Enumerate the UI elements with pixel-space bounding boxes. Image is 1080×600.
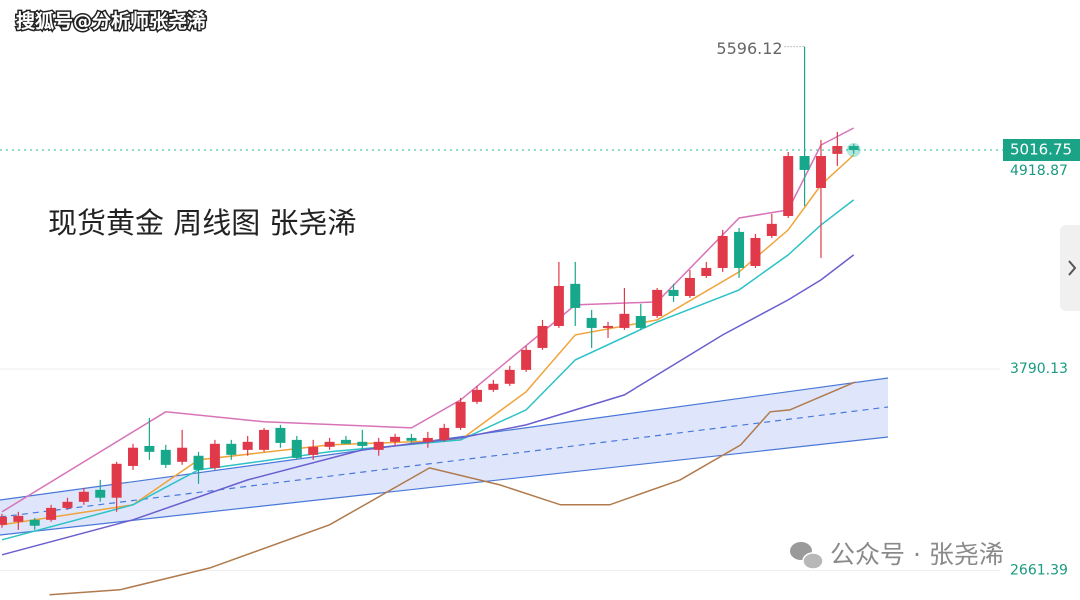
candle-body <box>128 447 139 466</box>
candle-body <box>734 231 745 268</box>
y-tick-label: 3790.13 <box>1010 361 1068 377</box>
candle-body <box>78 491 89 502</box>
candle-body <box>504 369 515 384</box>
indicator-line <box>1 199 855 541</box>
side-button[interactable] <box>1060 225 1080 311</box>
candle-body <box>815 156 826 188</box>
candle-body <box>390 436 401 442</box>
candle-body <box>619 313 630 328</box>
candle-body <box>570 283 581 308</box>
candle-body <box>95 489 106 498</box>
marks <box>0 46 1000 596</box>
channel-fill <box>0 378 888 535</box>
candle-body <box>291 439 302 458</box>
candle-body <box>275 427 286 443</box>
candle-body <box>635 315 646 328</box>
candle-body <box>537 325 548 348</box>
candle-body <box>586 317 597 328</box>
wechat-icon <box>790 542 824 570</box>
candle-body <box>160 449 171 465</box>
candle-body <box>783 156 794 217</box>
chart-label: 现货黄金 周线图 张尧浠 <box>48 206 356 240</box>
candle-body <box>357 441 368 446</box>
candle-body <box>553 285 564 326</box>
candle-body <box>422 437 433 442</box>
candle-body <box>652 289 663 316</box>
last-price-glow <box>846 143 861 157</box>
candle-body <box>308 446 319 455</box>
watermark: 搜狐号@分析师张尧浠 <box>16 10 206 33</box>
candle-body <box>193 455 204 470</box>
candle-body <box>848 146 859 150</box>
candle-body <box>488 383 499 390</box>
candle-body <box>0 516 7 525</box>
indicator-line <box>49 381 856 596</box>
candle-body <box>799 156 810 170</box>
candle-body <box>62 501 73 508</box>
candle-body <box>750 237 761 266</box>
indicator-line <box>1 154 855 526</box>
candle-body <box>226 443 237 455</box>
candle-body <box>340 439 351 444</box>
candle-body <box>684 277 695 296</box>
candle-body <box>603 325 614 328</box>
candle-body <box>209 443 220 468</box>
candle-body <box>766 223 777 237</box>
last-price-box <box>1003 139 1080 161</box>
last-price-label: 5016.75 <box>1010 141 1072 159</box>
candle-body <box>259 429 270 450</box>
candle-body <box>455 401 466 428</box>
candle-body <box>701 267 712 276</box>
ma-value-label: 4918.87 <box>1010 163 1068 179</box>
candle-body <box>471 389 482 402</box>
candle-body <box>717 236 728 268</box>
candle-body <box>373 441 384 450</box>
candle-body <box>144 445 155 452</box>
candle-body <box>406 437 417 441</box>
candle-body <box>832 146 843 154</box>
watermark: 公众号 · 张尧浠 <box>830 540 1004 569</box>
candle-body <box>439 427 450 440</box>
high-label: 5596.12 <box>716 39 782 58</box>
indicator-line <box>1 254 855 556</box>
candle-body <box>324 441 335 447</box>
candle-body <box>668 289 679 296</box>
candle-body <box>521 349 532 370</box>
channel-lower <box>0 436 889 536</box>
candle-body <box>13 515 24 522</box>
candle-body <box>29 519 40 526</box>
candle-body <box>177 447 188 462</box>
y-tick-label: 2661.39 <box>1010 562 1068 578</box>
candle-body <box>111 463 122 498</box>
candle-body <box>46 507 57 520</box>
candle-body <box>242 441 253 450</box>
